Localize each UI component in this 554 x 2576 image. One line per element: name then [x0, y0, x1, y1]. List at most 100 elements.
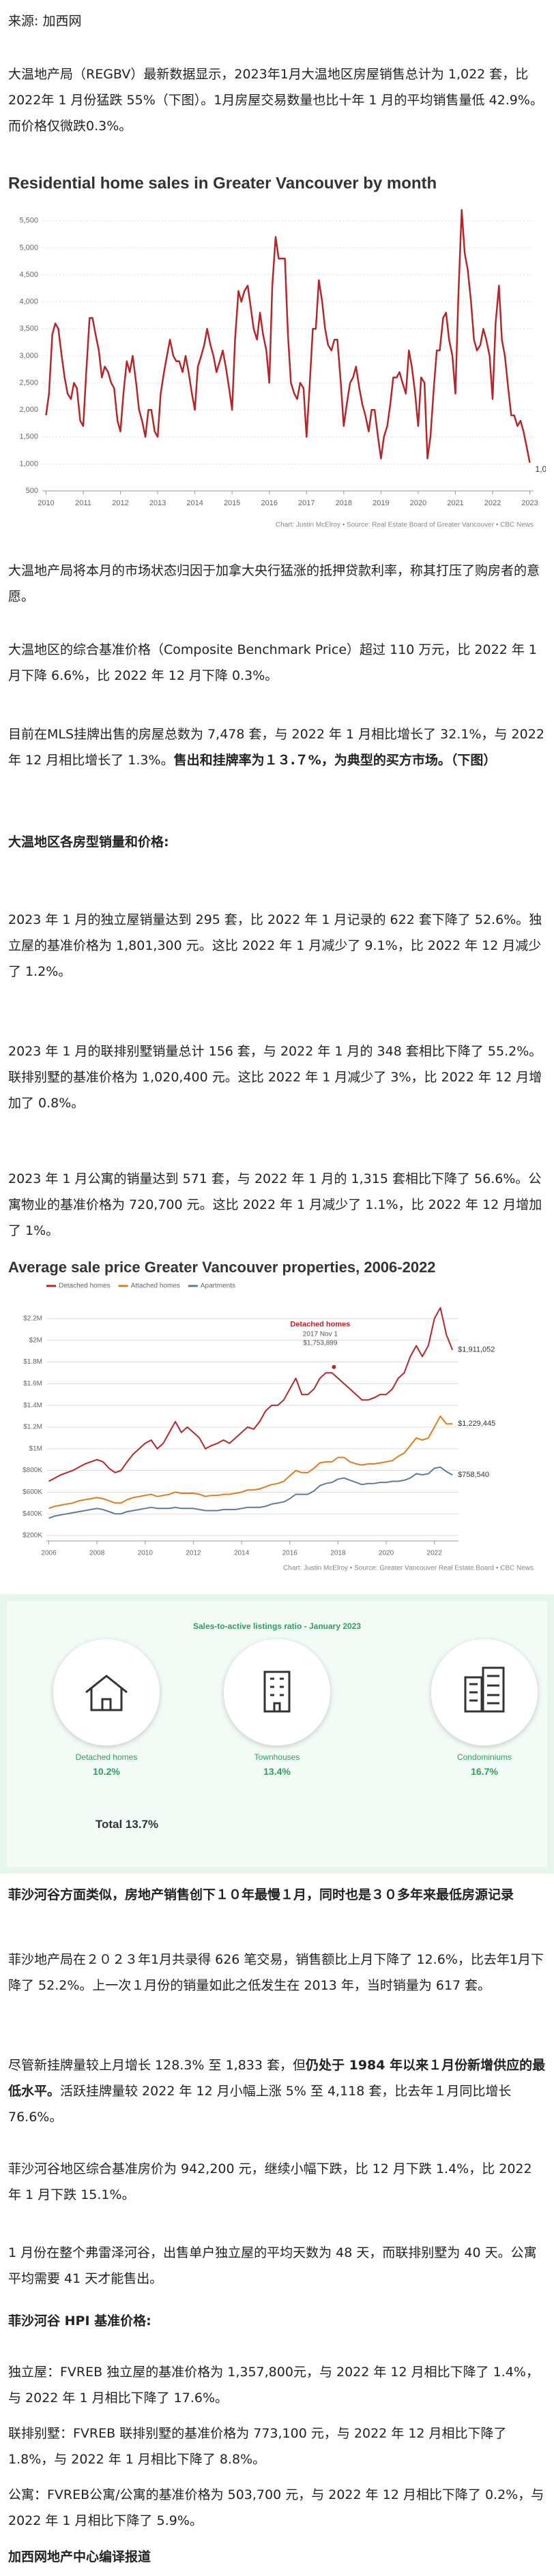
x-tick-label: 2013 — [149, 499, 166, 507]
y-tick-label: $1.8M — [23, 1358, 42, 1366]
x-tick-label: 2022 — [427, 1550, 443, 1557]
y-tick-label: 1,500 — [19, 433, 38, 441]
y-tick-label: 3,500 — [19, 325, 38, 333]
legend-label: Detached homes — [59, 1283, 111, 1290]
text: 联排别墅：FVREB 联排别墅的基准价格为 773,100 元，与 2022 年… — [8, 2426, 507, 2467]
text: 2023 年 1 月的独立屋销量达到 295 套，比 2022 年 1 月记录的… — [8, 912, 542, 979]
paragraph: 大温地产局将本月的市场状态归因于加拿大央行猛涨的抵押贷款利率，称其打压了购房者的… — [8, 558, 546, 610]
x-tick-label: 2018 — [330, 1550, 346, 1557]
paragraph: 2023 年 1 月公寓的销量达到 571 套，与 2022 年 1 月的 1,… — [8, 1166, 546, 1244]
text: 2023 年 1 月的联排别墅销量总计 156 套，与 2022 年 1 月的 … — [8, 1044, 542, 1111]
chart-title: Average sale price Greater Vancouver pro… — [8, 1259, 436, 1276]
annotation-label: $1,753,899 — [303, 1339, 337, 1347]
paragraph: 大温地区的综合基准价格（Composite Benchmark Price）超过… — [8, 637, 546, 689]
chart-title: Residential home sales in Greater Vancou… — [8, 174, 437, 192]
end-label: $1,911,052 — [458, 1346, 495, 1354]
x-tick-label: 2015 — [224, 499, 240, 507]
y-tick-label: $1.6M — [23, 1380, 42, 1388]
y-tick-label: 5,500 — [19, 217, 38, 225]
series-line — [48, 1466, 453, 1519]
price-chart: Average sale price Greater Vancouver pro… — [8, 1259, 534, 1572]
x-tick-label: 2019 — [373, 499, 389, 507]
text: 2023 年 1 月公寓的销量达到 571 套，与 2022 年 1 月的 1,… — [8, 1171, 542, 1238]
chart-source: Chart: Justin McElroy • Source: Greater … — [283, 1565, 534, 1572]
text: 菲沙河谷地区综合基准房价为 942,200 元，继续小幅下跌，比 12 月下跌 … — [8, 2161, 532, 2202]
paragraph: 2023 年 1 月的联排别墅销量总计 156 套，与 2022 年 1 月的 … — [8, 1038, 546, 1116]
series-line — [48, 1307, 454, 1482]
y-tick-label: $2.2M — [23, 1315, 42, 1323]
x-tick-label: 2016 — [261, 499, 277, 507]
y-tick-label: $200K — [23, 1532, 42, 1540]
annotation-title: Detached homes — [290, 1321, 350, 1329]
x-tick-label: 2022 — [484, 499, 501, 507]
x-tick-label: 2023 — [521, 499, 538, 507]
circle — [53, 1639, 160, 1746]
item-value: 13.4% — [263, 1766, 291, 1777]
paragraph: 2023 年 1 月的独立屋销量达到 295 套，比 2022 年 1 月记录的… — [8, 907, 546, 985]
item-label: Detached homes — [75, 1752, 138, 1762]
y-tick-label: 4,500 — [19, 271, 38, 279]
y-tick-label: 2,500 — [19, 378, 38, 387]
paragraph: 菲沙河谷 HPI 基准价格: — [8, 2308, 546, 2334]
text: 大温地产局将本月的市场状态归因于加拿大央行猛涨的抵押贷款利率，称其打压了购房者的… — [8, 563, 540, 604]
annotation-point — [332, 1364, 336, 1369]
y-tick-label: 5,000 — [19, 243, 38, 252]
y-tick-label: $1.2M — [23, 1424, 42, 1431]
item-label: Townhouses — [254, 1752, 300, 1762]
y-tick-label: 1,000 — [19, 460, 38, 468]
paragraph: 1 月份在整个弗雷泽河谷，出售单户独立屋的平均天数为 48 天，而联排别墅为 4… — [8, 2240, 546, 2292]
condo-icon — [464, 1666, 505, 1713]
text: 公寓：FVREB公寓/公寓的基准价格为 503,700 元，与 2022 年 1… — [8, 2487, 544, 2528]
x-tick-label: 2017 — [298, 499, 315, 507]
x-tick-label: 2014 — [234, 1550, 250, 1557]
text: 目前在MLS挂牌出售的房屋总数为 7,478 套，与 2022 年 1 月相比增… — [8, 727, 544, 768]
paragraph: 公寓：FVREB公寓/公寓的基准价格为 503,700 元，与 2022 年 1… — [8, 2482, 546, 2534]
infographic-card: Sales-to-active listings ratio - January… — [7, 1601, 547, 1867]
paragraph: 菲沙河谷方面类似，房地产销售创下１０年最慢１月，同时也是３０多年来最低房源记录 — [8, 1882, 546, 1908]
infographic: Sales-to-active listings ratio - January… — [0, 1594, 554, 1874]
paragraph: 加西网地产中心编译报道 — [8, 2544, 546, 2570]
total: Total 13.7% — [95, 1818, 159, 1831]
paragraph: 菲沙地产局在２０２３年1月共录得 626 笔交易，销售额比上月下降了 12.6%… — [8, 1947, 546, 1998]
y-tick-label: 2,000 — [19, 406, 38, 414]
item-label: Condominiums — [456, 1752, 512, 1762]
circle — [431, 1639, 538, 1746]
text: 来源: 加西网 — [8, 14, 82, 29]
paragraph: 目前在MLS挂牌出售的房屋总数为 7,478 套，与 2022 年 1 月相比增… — [8, 721, 546, 773]
text: 大温地产局（REGBV）最新数据显示，2023年1月大温地区房屋销售总计为 1,… — [8, 67, 543, 134]
legend-label: Apartments — [201, 1283, 235, 1290]
icons — [53, 1639, 538, 1746]
paragraph: 大温地区各房型销量和价格: — [8, 829, 546, 855]
end-label: 1,022 — [536, 464, 546, 474]
end-label: $758,540 — [458, 1471, 489, 1479]
series-line — [48, 1416, 453, 1510]
paragraph: 大温地产局（REGBV）最新数据显示，2023年1月大温地区房屋销售总计为 1,… — [8, 61, 546, 139]
end-label: $1,229,445 — [458, 1420, 495, 1428]
chart-source: Chart: Justin McElroy • Source: Real Est… — [276, 522, 534, 529]
legend-label: Attached homes — [131, 1283, 180, 1290]
bold-text: 仍处于 1984 年以来１月份新增供应的最低水平。 — [8, 2058, 546, 2099]
x-tick-label: 2008 — [89, 1550, 105, 1557]
x-tick-label: 2016 — [282, 1550, 298, 1557]
series-line — [45, 209, 531, 463]
x-tick-label: 2020 — [410, 499, 426, 507]
y-tick-label: $800K — [23, 1467, 42, 1474]
y-tick-label: 4,000 — [19, 298, 38, 306]
text: 1 月份在整个弗雷泽河谷，出售单户独立屋的平均天数为 48 天，而联排别墅为 4… — [8, 2245, 537, 2286]
bold-text: 售出和挂牌率为１３.７%，为典型的买方市场。（下图） — [173, 753, 497, 768]
text: 独立屋：FVREB 独立屋的基准价格为 1,357,800元，与 2022 年 … — [8, 2365, 539, 2406]
y-tick-label: 500 — [26, 487, 38, 495]
x-tick-label: 2010 — [138, 1550, 154, 1557]
x-tick-label: 2010 — [38, 499, 54, 507]
circle — [224, 1639, 330, 1746]
x-tick-label: 2014 — [186, 499, 203, 507]
x-tick-label: 2006 — [41, 1550, 57, 1557]
townhouse-icon — [263, 1671, 291, 1713]
item-value: 16.7% — [471, 1766, 498, 1777]
paragraph: 独立屋：FVREB 独立屋的基准价格为 1,357,800元，与 2022 年 … — [8, 2359, 546, 2411]
y-tick-label: $1M — [29, 1445, 42, 1452]
x-tick-label: 2021 — [447, 499, 463, 507]
x-tick-label: 2018 — [336, 499, 352, 507]
bold-text: 加西网地产中心编译报道 — [8, 2549, 151, 2564]
text: 菲沙地产局在２０２３年1月共录得 626 笔交易，销售额比上月下降了 12.6%… — [8, 1952, 544, 1993]
